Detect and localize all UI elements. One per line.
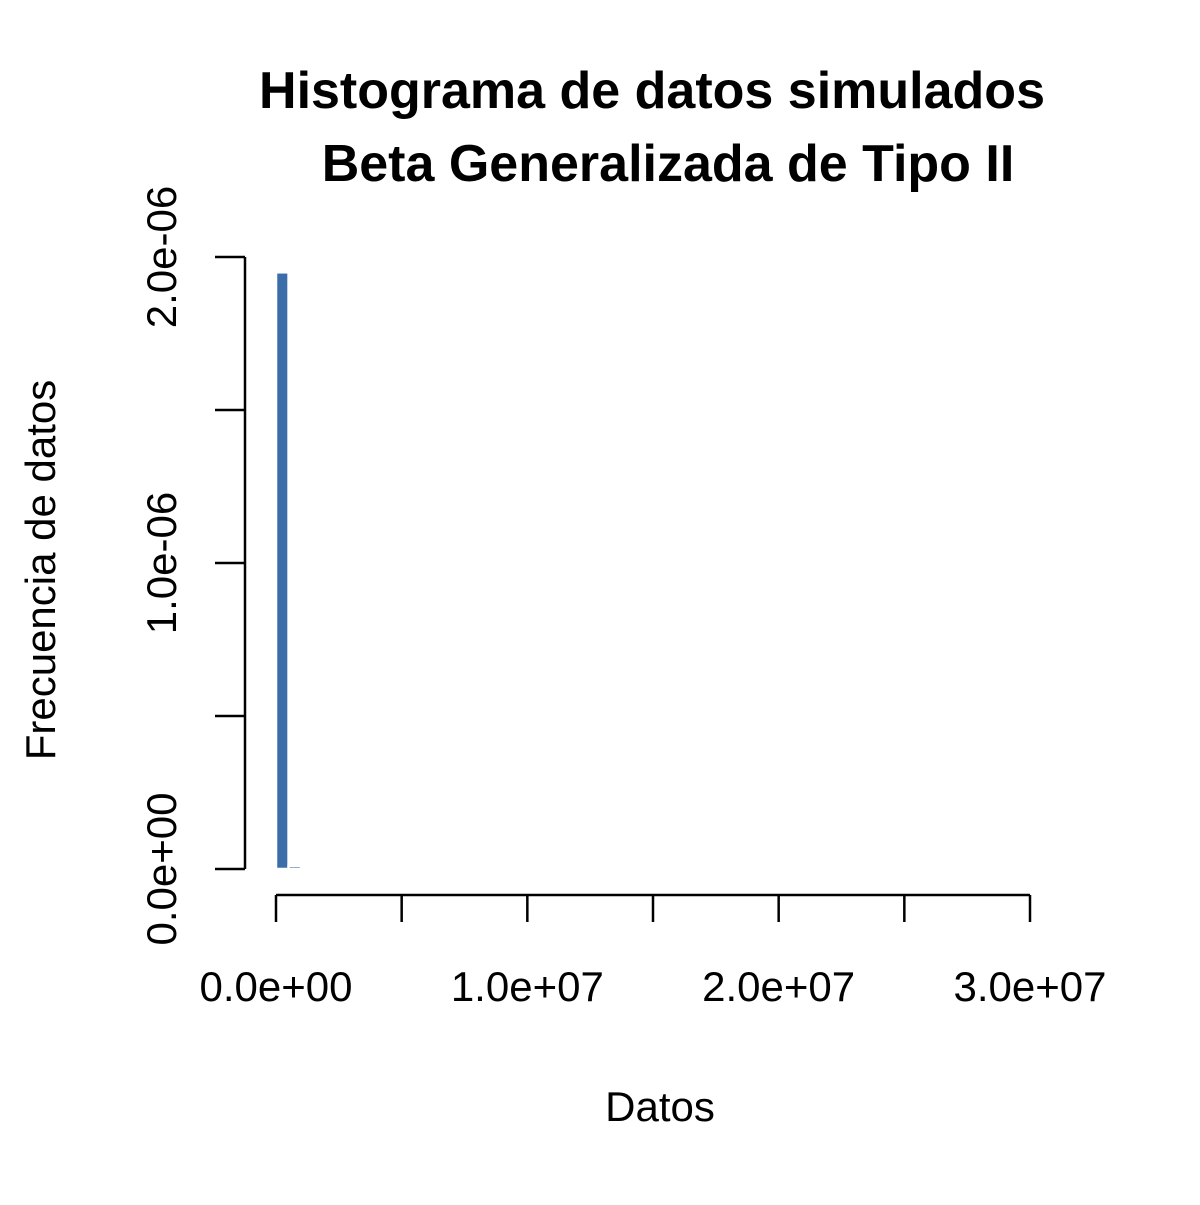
bar — [287, 864, 303, 871]
bar — [274, 271, 290, 871]
x-tick-label: 0.0e+00 — [200, 963, 353, 1010]
y-axis-title: Frecuencia de datos — [17, 380, 64, 761]
y-tick-label: 2.0e-06 — [138, 186, 185, 328]
x-tick-label: 1.0e+07 — [451, 963, 604, 1010]
chart-title: Beta Generalizada de Tipo II — [322, 135, 1015, 193]
x-axis-title: Datos — [605, 1083, 715, 1130]
chart-title: Histograma de datos simulados — [259, 62, 1045, 120]
y-tick-label: 0.0e+00 — [138, 793, 185, 946]
y-tick-label: 1.0e-06 — [138, 492, 185, 634]
x-tick-label: 2.0e+07 — [702, 963, 855, 1010]
x-tick-label: 3.0e+07 — [954, 963, 1107, 1010]
